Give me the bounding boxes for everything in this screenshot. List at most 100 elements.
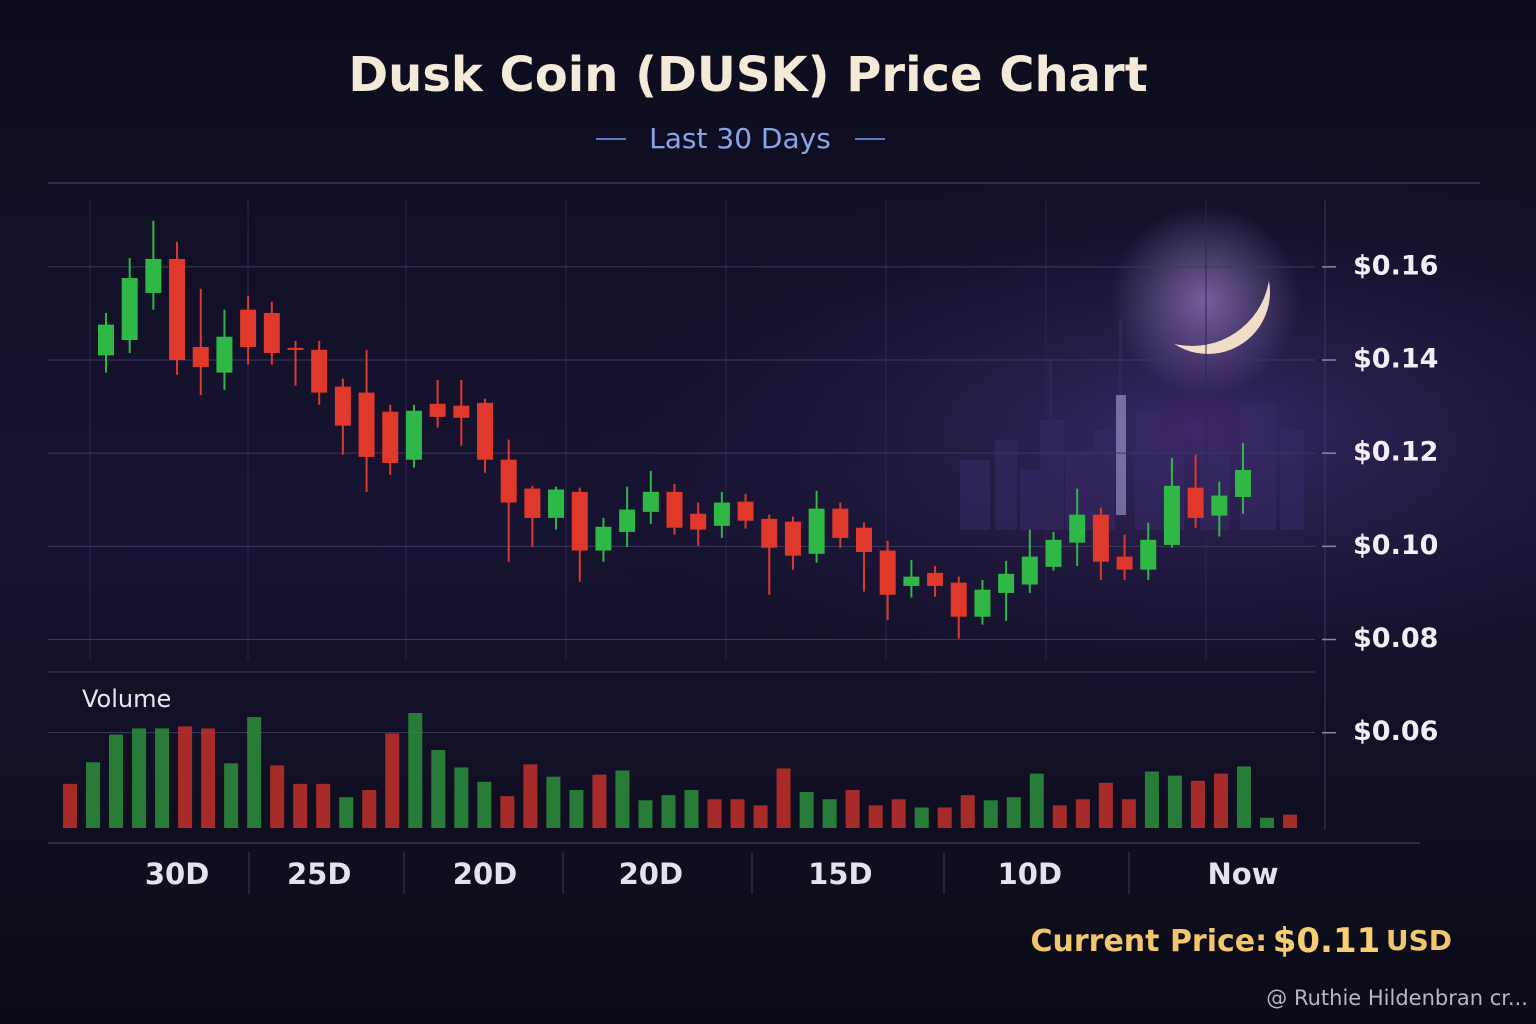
candle-body bbox=[311, 349, 328, 393]
volume-bar bbox=[891, 799, 906, 828]
chart-title: Dusk Coin (DUSK) Price Chart bbox=[348, 47, 1147, 103]
skyline bbox=[960, 320, 1304, 530]
current-price-value: $0.11 bbox=[1273, 921, 1381, 961]
volume-bar bbox=[86, 762, 101, 828]
candle-body bbox=[998, 573, 1015, 593]
credit: @ Ruthie Hildenbran cr... bbox=[1266, 986, 1528, 1010]
volume-bar bbox=[1283, 814, 1297, 828]
volume-bar bbox=[822, 799, 837, 828]
candle-body bbox=[642, 491, 659, 512]
candle-body bbox=[1211, 495, 1228, 516]
volume-bar bbox=[707, 799, 722, 828]
candle-body bbox=[240, 309, 257, 347]
volume-bar bbox=[1144, 771, 1159, 828]
candle-body bbox=[832, 508, 849, 538]
volume-bar bbox=[730, 799, 745, 828]
volume-bar bbox=[500, 796, 515, 828]
volume-bar bbox=[1236, 766, 1251, 828]
candle-body bbox=[429, 403, 446, 417]
candle-body bbox=[595, 526, 612, 551]
volume-bar bbox=[684, 790, 699, 828]
y-tick-label: $0.06 bbox=[1353, 716, 1438, 747]
volume-bar bbox=[523, 764, 538, 828]
volume-bar bbox=[615, 770, 630, 828]
volume-bar bbox=[477, 781, 492, 828]
candle-body bbox=[477, 402, 493, 460]
volume-bar bbox=[592, 774, 607, 828]
volume-bar bbox=[247, 717, 262, 828]
volume-bar bbox=[385, 733, 400, 828]
volume-bar bbox=[845, 790, 860, 828]
volume-bar bbox=[454, 767, 469, 828]
candle-body bbox=[1140, 539, 1157, 570]
volume-bar bbox=[1190, 780, 1205, 828]
current-price-label: Current Price: bbox=[1030, 924, 1267, 959]
volume-bar bbox=[201, 728, 216, 828]
candle-body bbox=[666, 491, 683, 528]
vertical-grid bbox=[89, 200, 1207, 660]
volume-bar bbox=[132, 728, 147, 828]
volume-bar bbox=[661, 795, 676, 828]
candle-body bbox=[453, 405, 470, 418]
candle-body bbox=[382, 411, 399, 463]
candle-body bbox=[808, 508, 825, 554]
volume-bar bbox=[109, 734, 124, 828]
candle-body bbox=[1187, 487, 1204, 518]
volume-bar bbox=[1052, 805, 1067, 828]
candle-body bbox=[192, 346, 209, 368]
x-tick-label: 15D bbox=[808, 857, 872, 891]
candle-body bbox=[761, 518, 778, 548]
candle-body bbox=[974, 589, 991, 617]
volume-bar bbox=[776, 768, 791, 828]
volume-bar bbox=[362, 790, 377, 828]
volume-bar bbox=[155, 728, 170, 828]
volume-bar bbox=[937, 807, 952, 828]
x-tick-label: 20D bbox=[619, 857, 683, 891]
candle-body bbox=[169, 258, 186, 361]
candle-body bbox=[571, 491, 588, 551]
y-tick-label: $0.14 bbox=[1353, 344, 1438, 375]
candle-body bbox=[856, 527, 872, 552]
candle-body bbox=[737, 501, 754, 521]
volume-bar bbox=[753, 805, 768, 828]
volume-bar bbox=[960, 795, 975, 828]
volume-bar bbox=[546, 776, 561, 828]
candle-body bbox=[145, 258, 162, 293]
candle-body bbox=[121, 278, 138, 340]
candle-body bbox=[216, 336, 233, 373]
volume-bar bbox=[178, 726, 193, 828]
volume-bar bbox=[868, 805, 883, 828]
candle-body bbox=[334, 386, 351, 426]
x-tick-label: Now bbox=[1208, 857, 1279, 891]
volume-bar bbox=[270, 765, 285, 828]
background-glow bbox=[0, 150, 1536, 850]
candle-body bbox=[1021, 556, 1038, 585]
volume-bar bbox=[293, 783, 308, 828]
volume-bar bbox=[638, 800, 653, 828]
volume-bar bbox=[1167, 775, 1182, 828]
x-tick-label: 30D bbox=[145, 857, 209, 891]
candle-body bbox=[405, 410, 422, 460]
x-tick-label: 10D bbox=[998, 857, 1062, 891]
volume-bar bbox=[569, 790, 584, 828]
candle-body bbox=[927, 572, 944, 586]
candle-body bbox=[98, 324, 114, 356]
volume-title: Volume bbox=[82, 685, 171, 713]
candle-body bbox=[903, 576, 920, 586]
volume-bar bbox=[63, 783, 77, 828]
volume-bar bbox=[1075, 799, 1090, 828]
y-tick-label: $0.08 bbox=[1353, 623, 1438, 654]
volume-bar bbox=[339, 797, 354, 828]
current-price: Current Price: $0.11 USD bbox=[1030, 921, 1452, 961]
candle-body bbox=[690, 513, 707, 530]
candle-body bbox=[950, 582, 967, 617]
volume-bar bbox=[1121, 799, 1136, 828]
candle-body bbox=[1235, 469, 1251, 497]
volume-bar bbox=[983, 800, 998, 828]
candle-body bbox=[784, 521, 801, 556]
volume-bar bbox=[431, 749, 446, 828]
candle-body bbox=[1069, 514, 1086, 543]
x-separators bbox=[248, 852, 1130, 894]
candle-body bbox=[358, 392, 375, 457]
